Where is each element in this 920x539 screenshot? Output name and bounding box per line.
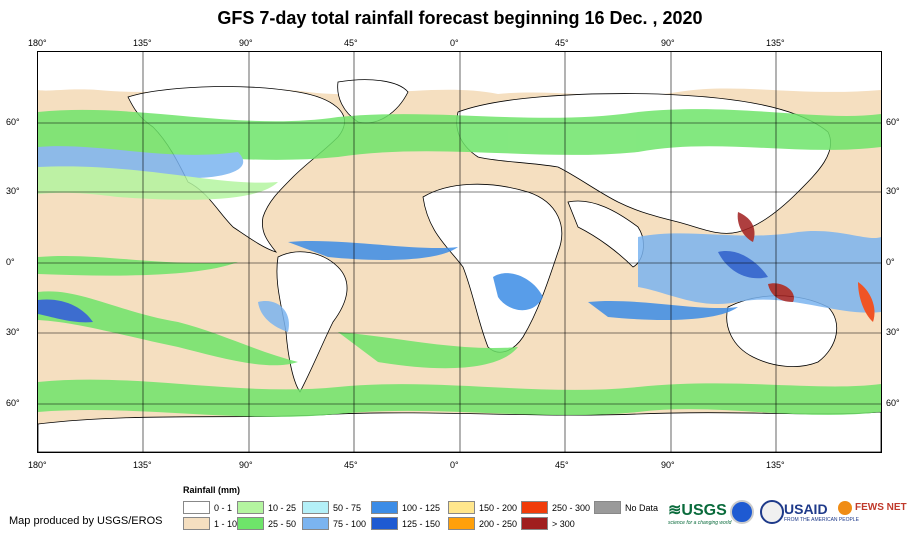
latitude-label: 30° <box>886 327 900 337</box>
legend-label: No Data <box>625 502 659 513</box>
longitude-label: 45° <box>555 460 569 470</box>
legend-label: 1 - 10 <box>214 518 238 529</box>
longitude-label: 45° <box>344 460 358 470</box>
longitude-label: 135° <box>766 460 785 470</box>
legend-swatch <box>183 517 210 530</box>
legend-label: > 300 <box>552 518 575 529</box>
longitude-label: 0° <box>450 460 459 470</box>
legend-swatch <box>371 501 398 514</box>
graticule <box>38 52 881 452</box>
usgs-logo: ≋USGS science for a changing world <box>668 502 732 526</box>
legend-label: 50 - 75 <box>333 502 362 513</box>
legend-item: 50 - 75 <box>302 501 361 514</box>
usaid-logo: USAID FROM THE AMERICAN PEOPLE <box>784 501 859 523</box>
legend-item: > 300 <box>521 517 575 530</box>
longitude-label: 90° <box>661 460 675 470</box>
legend-item: 10 - 25 <box>237 501 296 514</box>
legend-item: 25 - 50 <box>237 517 296 530</box>
legend-item: 1 - 10 <box>183 517 237 530</box>
legend-swatch <box>448 501 475 514</box>
usaid-seal-icon <box>760 500 784 524</box>
legend-item: 75 - 100 <box>302 517 366 530</box>
longitude-label: 45° <box>555 38 569 48</box>
longitude-label: 0° <box>450 38 459 48</box>
legend-title: Rainfall (mm) <box>183 485 241 495</box>
latitude-label: 0° <box>6 257 15 267</box>
legend-swatch <box>237 517 264 530</box>
longitude-label: 180° <box>28 38 47 48</box>
longitude-label: 90° <box>661 38 675 48</box>
legend-item: 125 - 150 <box>371 517 440 530</box>
usaid-tagline: FROM THE AMERICAN PEOPLE <box>784 517 859 523</box>
fews-net-globe-icon <box>838 501 852 515</box>
credit-text: Map produced by USGS/EROS <box>9 515 163 527</box>
longitude-label: 90° <box>239 38 253 48</box>
legend-item: 0 - 1 <box>183 501 232 514</box>
legend-swatch <box>448 517 475 530</box>
fews-net-logo: FEWS NET <box>855 502 907 513</box>
latitude-label: 30° <box>6 186 20 196</box>
legend-item: 250 - 300 <box>521 501 590 514</box>
latitude-label: 60° <box>6 117 20 127</box>
legend-swatch <box>521 501 548 514</box>
legend-swatch <box>521 517 548 530</box>
usgs-tagline: science for a changing world <box>668 520 732 526</box>
legend-swatch <box>183 501 210 514</box>
legend-label: 100 - 125 <box>402 502 441 513</box>
legend-label: 10 - 25 <box>268 502 297 513</box>
longitude-label: 135° <box>133 460 152 470</box>
legend-item: 150 - 200 <box>448 501 517 514</box>
longitude-label: 45° <box>344 38 358 48</box>
latitude-label: 60° <box>886 117 900 127</box>
legend-swatch <box>371 517 398 530</box>
legend-label: 200 - 250 <box>479 518 518 529</box>
antarctica <box>38 411 881 452</box>
rainfall-map[interactable] <box>37 51 882 453</box>
legend-swatch <box>594 501 621 514</box>
legend-item: 100 - 125 <box>371 501 440 514</box>
legend-label: 150 - 200 <box>479 502 518 513</box>
latitude-label: 0° <box>886 257 895 267</box>
legend-label: 0 - 1 <box>214 502 233 513</box>
legend-label: 25 - 50 <box>268 518 297 529</box>
latitude-label: 60° <box>886 398 900 408</box>
legend-label: 250 - 300 <box>552 502 591 513</box>
legend-swatch <box>302 501 329 514</box>
map-title: GFS 7-day total rainfall forecast beginn… <box>217 8 703 28</box>
latitude-label: 60° <box>6 398 20 408</box>
latitude-label: 30° <box>886 186 900 196</box>
noaa-logo-icon <box>730 500 754 524</box>
legend-item: No Data <box>594 501 658 514</box>
longitude-label: 135° <box>766 38 785 48</box>
longitude-label: 90° <box>239 460 253 470</box>
rainfall-map-canvas <box>38 52 881 452</box>
latitude-label: 30° <box>6 327 20 337</box>
legend-item: 200 - 250 <box>448 517 517 530</box>
longitude-label: 180° <box>28 460 47 470</box>
legend-swatch <box>302 517 329 530</box>
legend-swatch <box>237 501 264 514</box>
longitude-label: 135° <box>133 38 152 48</box>
legend-label: 125 - 150 <box>402 518 441 529</box>
legend-label: 75 - 100 <box>333 518 367 529</box>
